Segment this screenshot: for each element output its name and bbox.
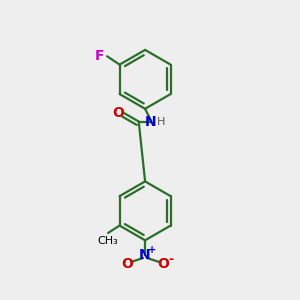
Text: -: -	[168, 254, 173, 266]
Text: CH₃: CH₃	[98, 236, 118, 246]
Text: O: O	[157, 257, 169, 271]
Text: O: O	[122, 257, 134, 271]
Text: N: N	[145, 115, 156, 128]
Text: F: F	[95, 49, 104, 63]
Text: +: +	[148, 245, 156, 255]
Text: O: O	[112, 106, 124, 120]
Text: H: H	[157, 116, 166, 127]
Text: N: N	[138, 248, 150, 262]
